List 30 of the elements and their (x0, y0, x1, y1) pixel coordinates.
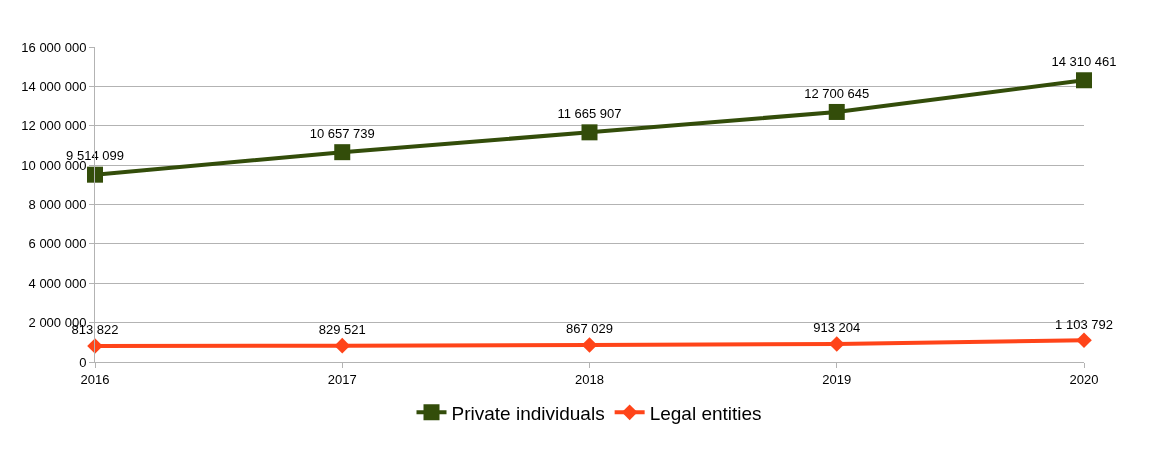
data-label: 10 657 739 (309, 125, 375, 141)
x-tick-label: 2018 (575, 371, 604, 387)
x-tick-label: 2019 (822, 371, 852, 387)
point (1076, 72, 1092, 89)
y-tick-label: 16 000 000 (21, 39, 87, 55)
x-tick-label: 2017 (327, 371, 357, 387)
x-tick-label: 2020 (1069, 371, 1099, 387)
point (87, 166, 103, 183)
legend-label: Private individuals (451, 402, 605, 424)
data-label: 11 665 907 (557, 106, 622, 122)
y-tick-label: 12 000 000 (21, 118, 87, 134)
data-label: 1 103 792 (1055, 316, 1113, 332)
y-tick-label: 8 000 000 (28, 197, 87, 213)
point (334, 144, 351, 161)
y-tick-label: 0 (79, 354, 87, 370)
data-label: 14 310 461 (1051, 54, 1117, 70)
data-label: 829 521 (318, 321, 366, 337)
y-tick-label: 6 000 000 (28, 236, 87, 252)
data-label: 913 204 (813, 320, 861, 336)
y-tick-label: 4 000 000 (28, 275, 87, 291)
point (581, 337, 598, 353)
data-label: 12 700 645 (804, 85, 870, 101)
legend-label: Legal entities (649, 402, 762, 424)
point (581, 124, 598, 141)
y-tick-label: 14 000 000 (21, 78, 87, 94)
point (1076, 332, 1092, 349)
point (334, 337, 351, 354)
data-label: 867 029 (566, 321, 613, 337)
point (828, 103, 845, 120)
x-tick-label: 2016 (80, 371, 110, 387)
